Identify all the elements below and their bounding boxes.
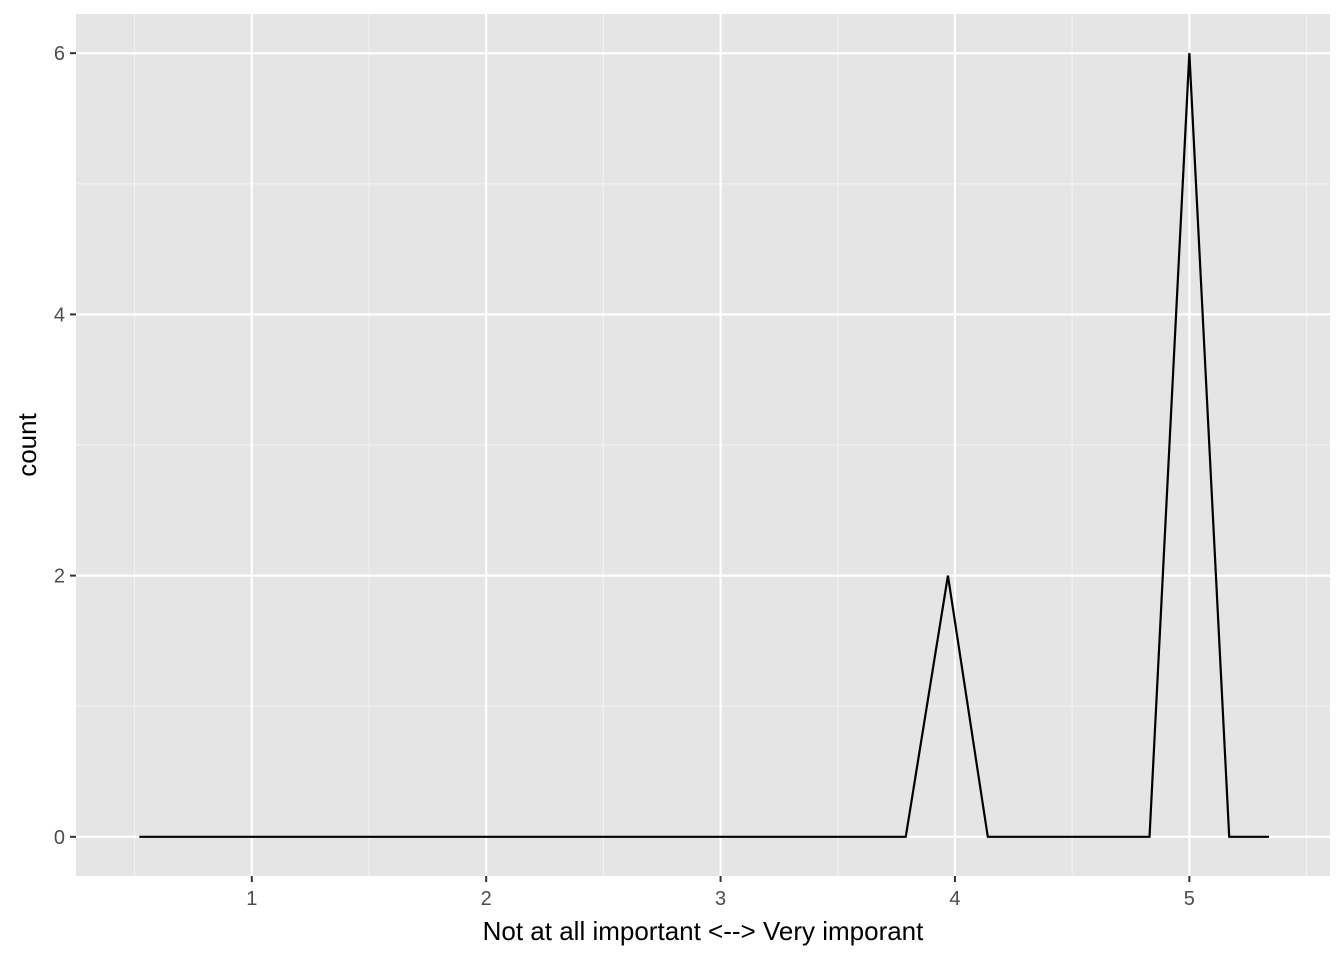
- y-tick-label: 0: [54, 827, 65, 849]
- x-axis: 1 2 3 4 5: [246, 876, 1195, 910]
- y-axis: 0 2 4 6: [54, 43, 76, 849]
- x-tick-label: 1: [246, 888, 257, 910]
- x-tick-label: 2: [481, 888, 492, 910]
- y-tick-label: 6: [54, 43, 65, 65]
- y-axis-title: count: [12, 412, 42, 476]
- x-tick-label: 5: [1184, 888, 1195, 910]
- minor-gridlines: [76, 14, 1330, 876]
- series-layer: [139, 53, 1270, 838]
- y-tick-label: 2: [54, 566, 65, 588]
- x-tick-label: 4: [949, 888, 960, 910]
- y-tick-label: 4: [54, 304, 65, 326]
- frequency-line: [139, 53, 1270, 838]
- x-tick-label: 3: [715, 888, 726, 910]
- x-axis-title: Not at all important <--> Very imporant: [483, 916, 925, 946]
